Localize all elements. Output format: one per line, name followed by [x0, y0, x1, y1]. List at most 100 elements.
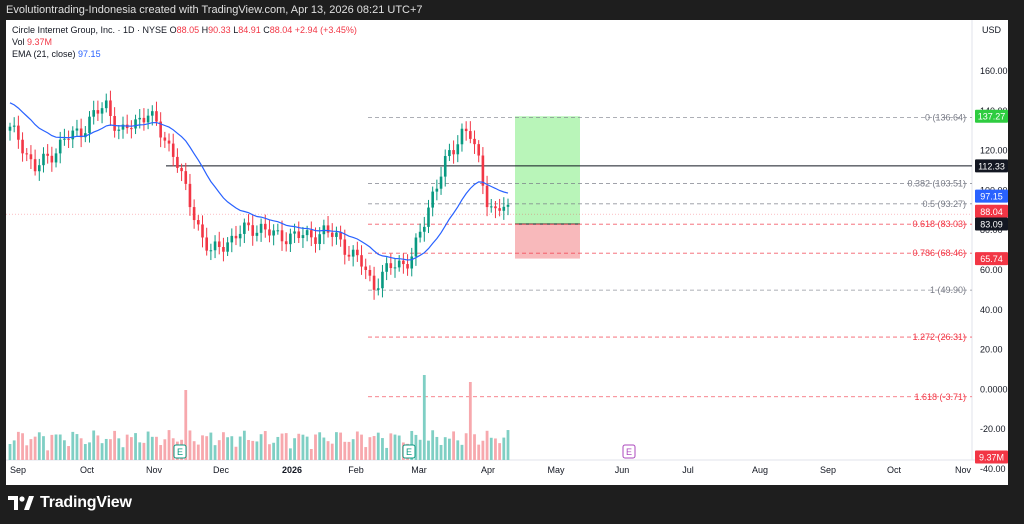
fib-level-label: 0.382 (103.51)	[907, 178, 966, 188]
chart-legend: Circle Internet Group, Inc. · 1D · NYSE …	[12, 24, 357, 60]
candle-body	[96, 110, 100, 114]
volume-bar	[498, 443, 502, 460]
volume-bar	[29, 439, 33, 460]
candle-body	[63, 138, 66, 140]
volume-label: Vol	[12, 37, 25, 47]
earnings-marker-box	[622, 444, 636, 459]
chart-header: Evolutiontrading-Indonesia created with …	[0, 0, 1024, 20]
volume-bar	[422, 375, 426, 460]
volume-bar	[79, 438, 83, 460]
candle-body	[423, 226, 426, 232]
candle-body	[251, 225, 255, 236]
candle-body	[17, 125, 20, 140]
volume-bar	[427, 440, 430, 460]
volume-bar	[443, 437, 447, 460]
candle-body	[443, 156, 447, 177]
candle-body	[184, 171, 188, 184]
volume-bar	[138, 442, 142, 460]
candle-body	[155, 111, 158, 122]
legend-ohlc-line: Circle Internet Group, Inc. · 1D · NYSE …	[12, 24, 357, 36]
candle-body	[485, 185, 489, 208]
candle-body	[297, 231, 301, 239]
open-label: O	[169, 25, 177, 35]
earnings-marker-label: E	[626, 447, 632, 457]
x-tick-label: Aug	[752, 465, 768, 475]
volume-bar	[146, 431, 150, 460]
candle-body	[385, 263, 388, 272]
candle-body	[67, 138, 70, 140]
earnings-marker[interactable]: E	[402, 444, 416, 459]
volume-bar	[188, 430, 192, 460]
volume-bar	[205, 436, 209, 460]
volume-bar	[96, 435, 100, 460]
tradingview-logo[interactable]: TradingView	[8, 494, 132, 512]
volume-bar	[452, 431, 455, 460]
price-axis-badge	[975, 217, 1008, 231]
high-label: H	[201, 25, 209, 35]
volume-bar	[477, 444, 481, 460]
ema-value: 97.15	[78, 49, 101, 59]
volume-bar	[339, 432, 343, 460]
candle-body	[326, 225, 330, 233]
candle-body	[477, 144, 481, 156]
candle-body	[188, 183, 192, 208]
volume-bar	[309, 449, 313, 460]
volume-bar	[238, 436, 242, 460]
candle-body	[435, 188, 439, 192]
chart-panel[interactable]: USD160.00140.00120.00100.0080.0060.0040.…	[6, 20, 1008, 485]
price-axis-badge-label: 112.33	[978, 161, 1005, 171]
volume-bar	[385, 447, 389, 460]
earnings-marker[interactable]: E	[622, 444, 636, 459]
volume-bar	[418, 439, 422, 460]
candle-body	[381, 271, 384, 289]
volume-bar	[276, 436, 280, 460]
candle-body	[192, 207, 196, 221]
candle-body	[289, 233, 292, 245]
candle-body	[448, 150, 451, 157]
volume-bar	[71, 431, 75, 460]
price-axis-badge	[975, 204, 1008, 218]
volume-bar	[448, 438, 451, 460]
tradingview-logo-icon	[8, 496, 34, 510]
candle-body	[418, 231, 422, 238]
volume-bar	[305, 436, 309, 460]
candle-body	[75, 128, 79, 131]
header-text: Evolutiontrading-Indonesia created with …	[6, 4, 423, 16]
price-axis-badge	[975, 252, 1008, 266]
candle-body	[84, 133, 87, 138]
volume-bar	[485, 430, 489, 460]
candle-body	[109, 100, 112, 117]
candle-body	[150, 111, 154, 116]
volume-bar	[389, 433, 393, 460]
candle-body	[489, 206, 493, 208]
volume-bar	[318, 432, 322, 460]
volume-bar	[372, 436, 376, 460]
y-tick-label: 120.00	[980, 146, 1008, 156]
x-tick-label: Oct	[80, 465, 95, 475]
x-tick-label: Nov	[955, 465, 972, 475]
volume-bar	[21, 433, 24, 460]
volume-bar	[468, 382, 472, 460]
candle-body	[364, 266, 368, 270]
candle-body	[138, 117, 142, 120]
candle-body	[473, 138, 476, 145]
volume-bar	[381, 438, 384, 460]
candle-body	[159, 121, 162, 138]
footer-bar: TradingView	[0, 486, 1024, 524]
candle-body	[347, 254, 351, 257]
volume-bar	[54, 434, 58, 460]
candle-body	[134, 119, 137, 129]
x-tick-label: Mar	[411, 465, 427, 475]
candle-body	[356, 249, 359, 256]
volume-bar	[234, 446, 238, 460]
candle-body	[310, 230, 313, 238]
price-chart[interactable]: USD160.00140.00120.00100.0080.0060.0040.…	[6, 20, 1008, 485]
volume-bar	[502, 437, 506, 460]
volume-bar	[167, 430, 171, 460]
volume-bar	[251, 440, 255, 460]
earnings-marker[interactable]: E	[173, 444, 187, 459]
candle-body	[238, 233, 242, 239]
candle-body	[167, 140, 171, 144]
volume-bar	[83, 444, 87, 460]
volume-bar	[125, 434, 129, 460]
